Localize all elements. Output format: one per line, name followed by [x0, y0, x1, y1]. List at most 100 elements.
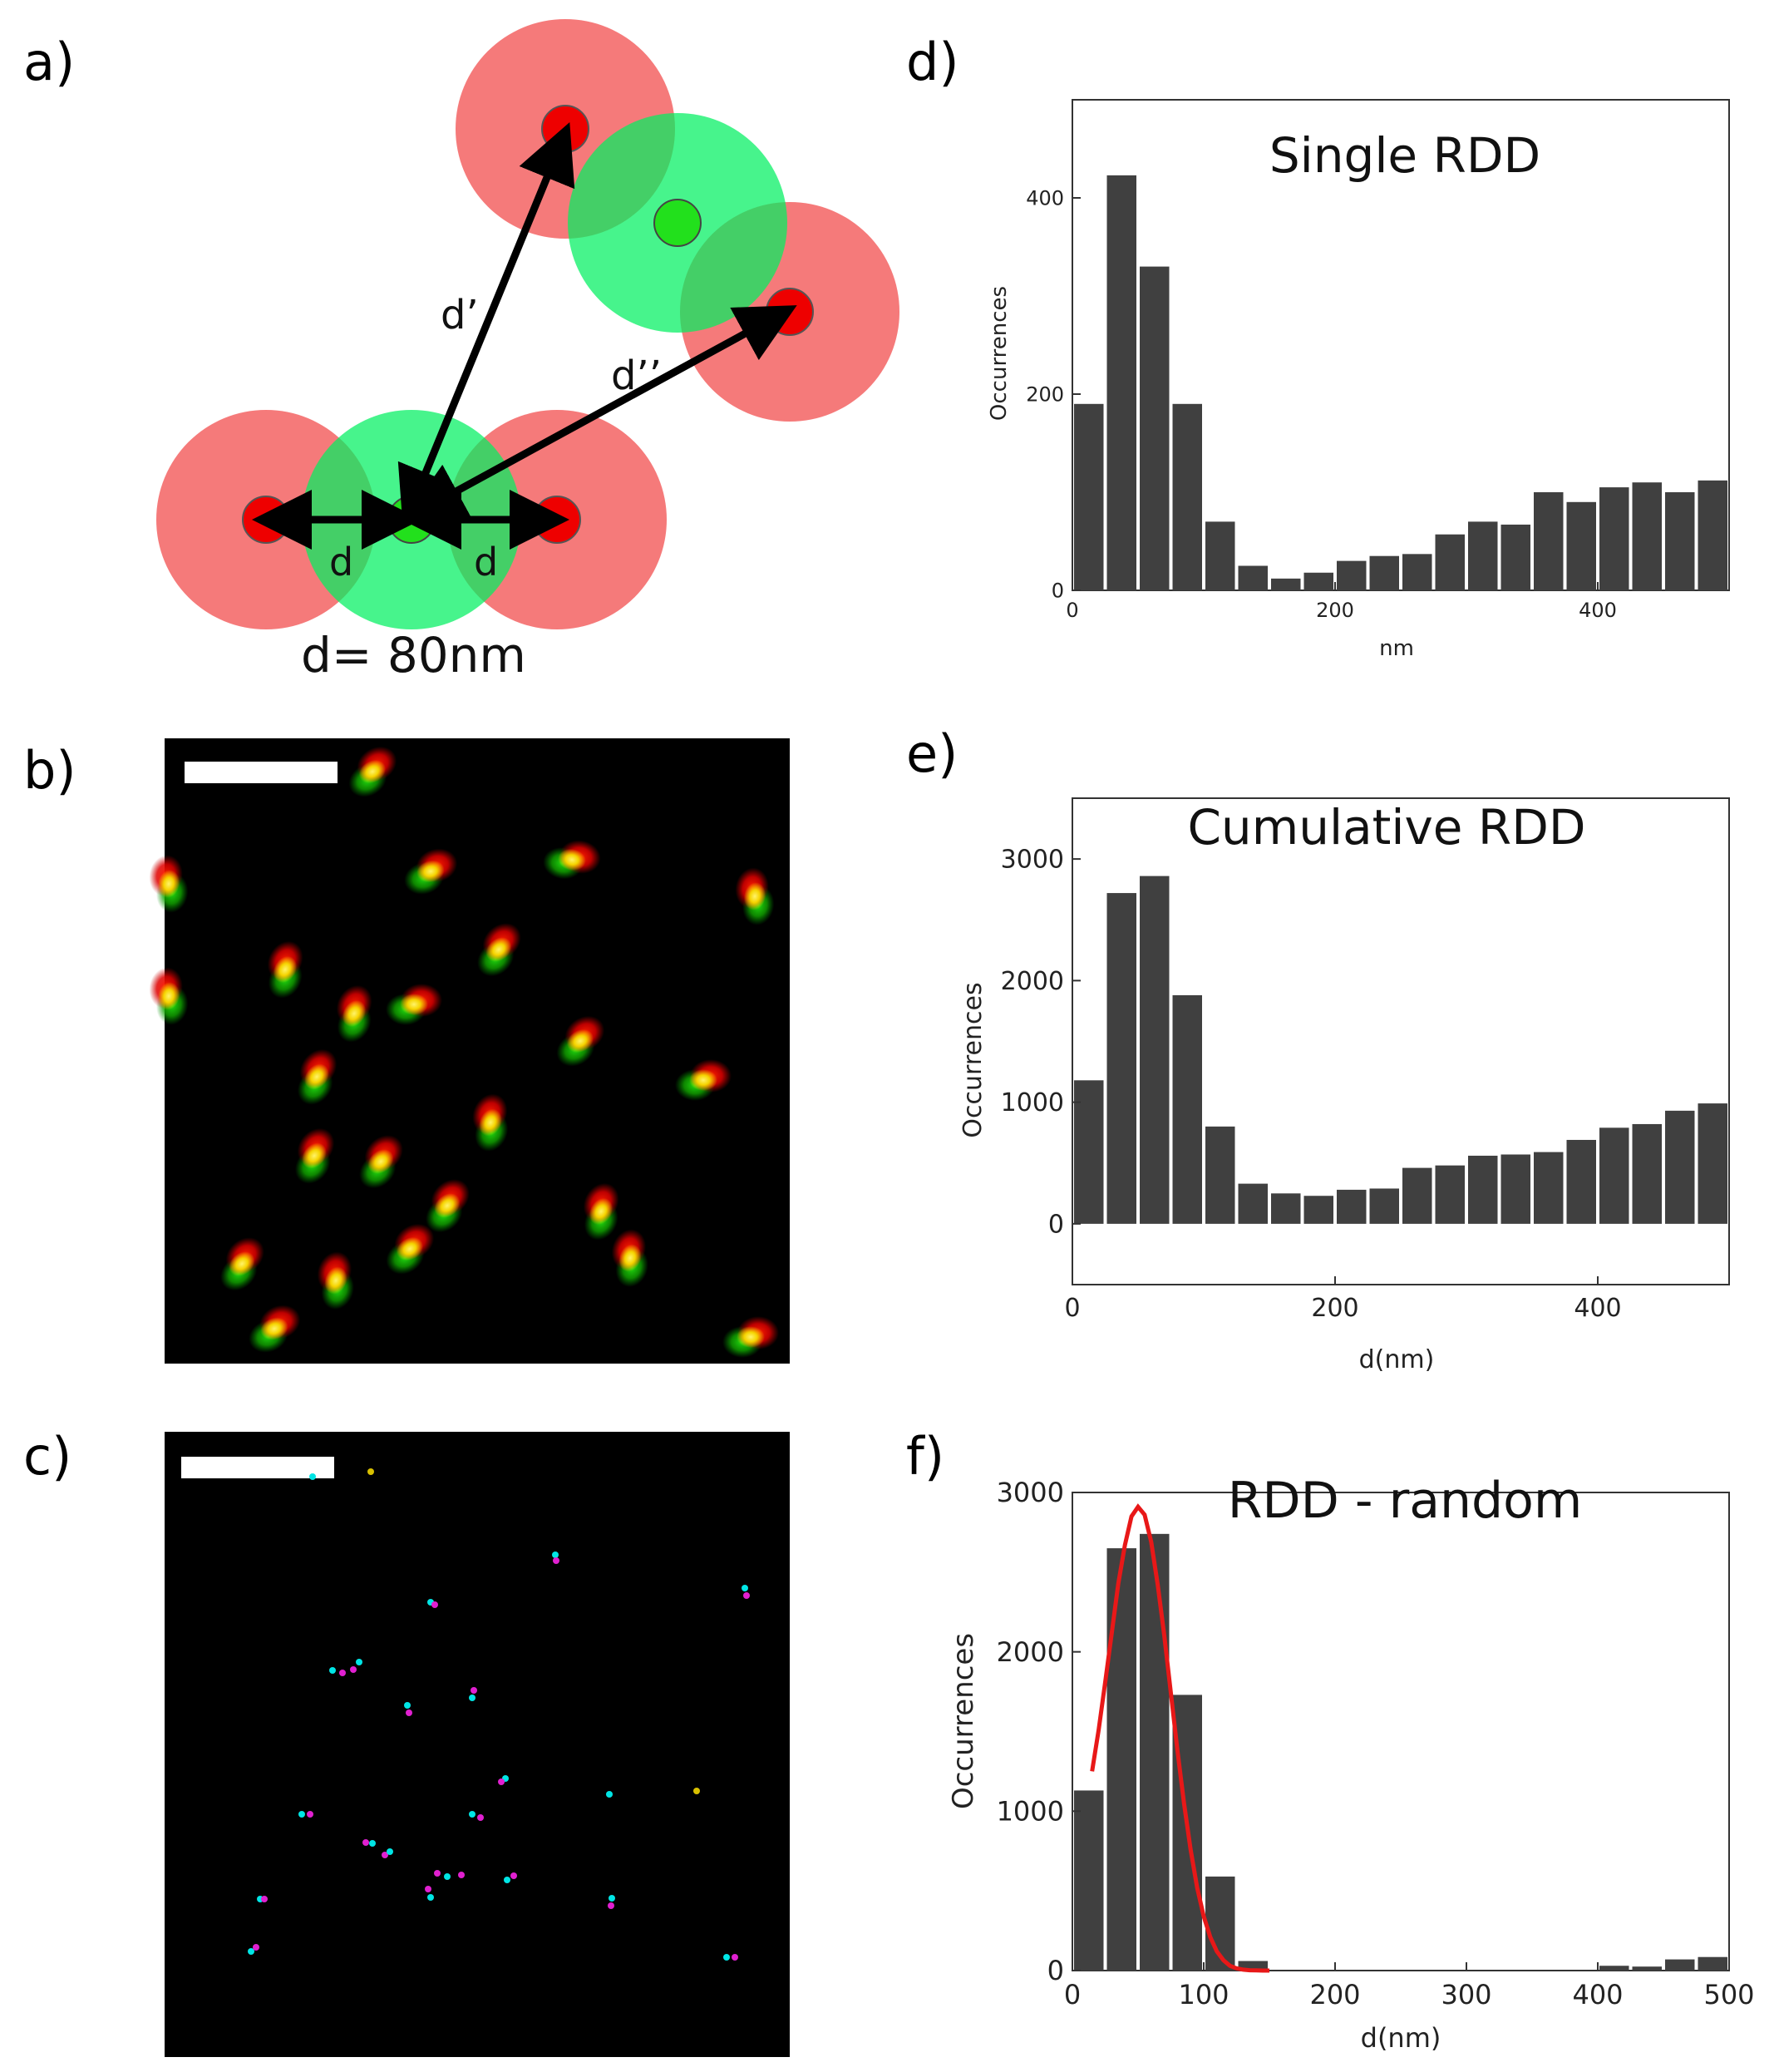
- localization-dot: [498, 1778, 505, 1785]
- fluorescent-spot: [348, 746, 397, 797]
- overlap-channel: [737, 1326, 765, 1348]
- gaussian-fit-curve: [1090, 1503, 1269, 1973]
- chart-d-title: Single RDD: [1269, 127, 1540, 184]
- x-tick-label: 100: [1178, 1979, 1229, 2010]
- fluorescent-spot: [477, 923, 521, 977]
- red-core-right: [766, 288, 814, 336]
- chart-f-ylabel: Occurrences: [947, 1633, 980, 1809]
- fluorescent-spot: [359, 1135, 403, 1189]
- localization-dot: [434, 1870, 441, 1877]
- localization-dot: [298, 1811, 305, 1818]
- fluorescent-spot: [149, 855, 189, 913]
- x-tick-label: 200: [1316, 599, 1354, 622]
- label-d-left: d: [329, 540, 353, 585]
- localization-dot: [350, 1666, 357, 1673]
- fluorescent-spot: [543, 840, 601, 880]
- y-tick-label: 400: [1026, 186, 1064, 210]
- histogram-bar: [1435, 1165, 1465, 1224]
- chart-f-xlabel: d(nm): [1361, 2022, 1441, 2054]
- localization-dot: [510, 1872, 517, 1879]
- fluorescent-spot: [149, 967, 189, 1025]
- histogram-bar: [1238, 1183, 1268, 1224]
- localization-dot: [732, 1954, 738, 1961]
- x-tick-label: 300: [1441, 1979, 1491, 2010]
- overlap-channel: [618, 1244, 642, 1272]
- overlap-channel: [396, 1236, 424, 1261]
- distance-arrows: [252, 122, 797, 550]
- localization-dot: [367, 1468, 374, 1475]
- histogram-bar: [1632, 1123, 1662, 1224]
- overlap-channel: [566, 1029, 594, 1053]
- histogram-bar: [1106, 893, 1136, 1224]
- localization-dot: [553, 1557, 559, 1564]
- overlap-channel: [302, 1142, 327, 1169]
- fluorescent-spot: [611, 1229, 648, 1287]
- micrograph-c: [165, 1432, 790, 2057]
- overlap-channel: [416, 860, 445, 883]
- plot-frame: [1072, 99, 1730, 591]
- histogram-bar: [1337, 1189, 1367, 1224]
- x-tick-label: 400: [1572, 1979, 1623, 2010]
- histogram-bar: [1468, 521, 1498, 590]
- overlap-channel: [358, 759, 387, 784]
- localization-dot: [309, 1473, 316, 1480]
- fluorescent-spot: [297, 1048, 338, 1105]
- micrograph-b: [149, 738, 790, 1364]
- histogram-bar: [1402, 1167, 1432, 1224]
- x-tick-label: 400: [1579, 599, 1617, 622]
- localization-dot: [339, 1670, 346, 1676]
- localization-dot: [253, 1944, 259, 1951]
- green-core-top: [653, 199, 702, 247]
- histogram-bar: [1106, 175, 1136, 591]
- chart-cumulative-rdd: 0 200 400 0 1000 2000 3000 Cumulative RDD d(nm) O…: [958, 797, 1730, 1374]
- y-tick-label: 0: [1047, 1955, 1064, 1986]
- histogram-bar: [1205, 521, 1235, 590]
- overlap-channel: [689, 1069, 717, 1091]
- x-tick-label: 0: [1066, 599, 1078, 622]
- histogram-bar: [1337, 560, 1367, 590]
- micrograph-c-dots: [248, 1468, 750, 1961]
- fluorescent-spot: [722, 1316, 779, 1358]
- chart-e-title: Cumulative RDD: [1187, 799, 1585, 856]
- localization-dot: [608, 1902, 614, 1909]
- red-core-top: [541, 105, 589, 153]
- panel-label-f: f): [906, 1426, 945, 1487]
- fluorescent-spot: [386, 984, 442, 1025]
- x-tick-label: 0: [1064, 1294, 1080, 1323]
- panel-label-e: e): [906, 723, 958, 784]
- histogram-bar: [1369, 555, 1399, 590]
- localization-dot: [504, 1877, 510, 1883]
- overlap-channel: [157, 870, 180, 898]
- overlap-channel: [434, 1193, 461, 1218]
- overlap-channel: [743, 882, 766, 910]
- x-tick-label: 500: [1703, 1979, 1754, 2010]
- y-tick-label: 3000: [997, 1477, 1064, 1508]
- localization-dot: [444, 1873, 451, 1880]
- overlap-channel: [479, 1108, 502, 1137]
- fluorescent-spot: [426, 1179, 470, 1233]
- localization-dot: [261, 1896, 268, 1902]
- localization-dot: [552, 1552, 559, 1558]
- localization-dot: [369, 1840, 376, 1847]
- histogram-bar: [1632, 1966, 1662, 1971]
- histogram-bar: [1599, 1966, 1629, 1971]
- fluorescent-spot: [317, 1251, 354, 1310]
- histogram-bar: [1140, 876, 1170, 1224]
- diagram-caption: d= 80nm: [301, 627, 526, 683]
- overlap-channel: [400, 994, 428, 1015]
- chart-e-ylabel: Occurrences: [958, 982, 988, 1137]
- chart-e-xlabel: d(nm): [1359, 1345, 1435, 1374]
- panel-label-a: a): [23, 32, 76, 92]
- y-tick-label: 3000: [1001, 846, 1064, 875]
- histogram-bar: [1402, 554, 1432, 590]
- histogram-bar: [1698, 480, 1727, 590]
- localization-dot: [469, 1811, 476, 1818]
- histogram-bar: [1140, 266, 1170, 590]
- label-d-double-prime: d’’: [611, 353, 662, 399]
- localization-dot: [382, 1852, 388, 1858]
- chart-d-xlabel: nm: [1379, 636, 1414, 661]
- localization-dot: [723, 1954, 730, 1961]
- y-tick-label: 2000: [1001, 967, 1064, 996]
- x-tick-label: 200: [1311, 1294, 1358, 1323]
- overlap-channel: [342, 999, 367, 1028]
